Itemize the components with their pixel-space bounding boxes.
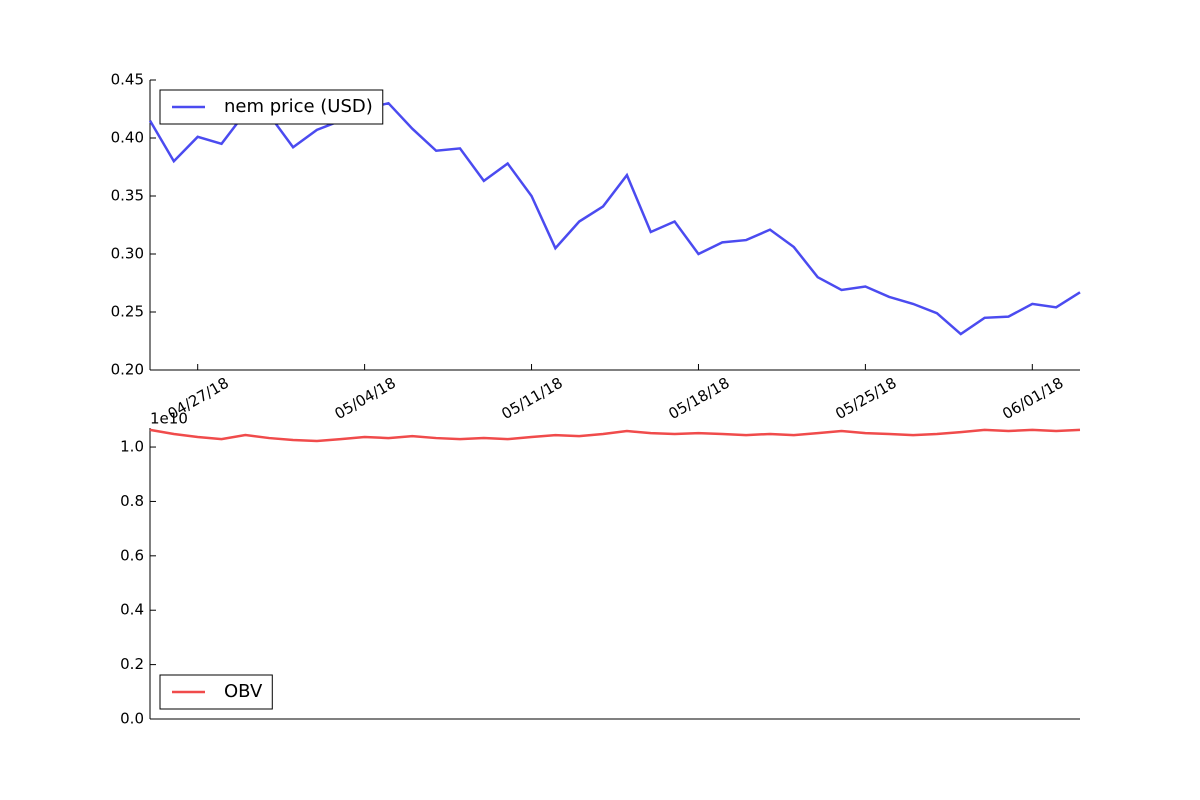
- x-tick-label: 06/01/18: [999, 374, 1066, 423]
- y-tick-label: 0.2: [120, 655, 144, 673]
- y-tick-label: 0.8: [120, 492, 144, 510]
- x-tick-label: 05/25/18: [832, 374, 899, 423]
- y-tick-label: 0.6: [120, 546, 144, 564]
- price-line: [148, 101, 1081, 336]
- legend-text: nem price (USD): [224, 96, 373, 117]
- y-tick-label: 0.30: [111, 245, 144, 263]
- y-tick-label: 0.40: [111, 129, 144, 147]
- x-tick-label: 05/18/18: [665, 374, 732, 423]
- y-tick-label: 0.45: [111, 71, 144, 89]
- y-tick-label: 0.20: [111, 361, 144, 379]
- y-tick-label: 0.35: [111, 187, 144, 205]
- y-tick-label: 0.0: [120, 710, 144, 728]
- offset-label: 1e10: [150, 410, 188, 428]
- legend-text: OBV: [224, 681, 263, 702]
- y-tick-label: 1.0: [120, 438, 144, 456]
- y-tick-label: 0.25: [111, 303, 144, 321]
- y-tick-label: 0.4: [120, 601, 144, 619]
- x-tick-label: 05/04/18: [332, 374, 399, 423]
- x-tick-label: 05/11/18: [498, 374, 565, 423]
- price-line: [149, 428, 1081, 443]
